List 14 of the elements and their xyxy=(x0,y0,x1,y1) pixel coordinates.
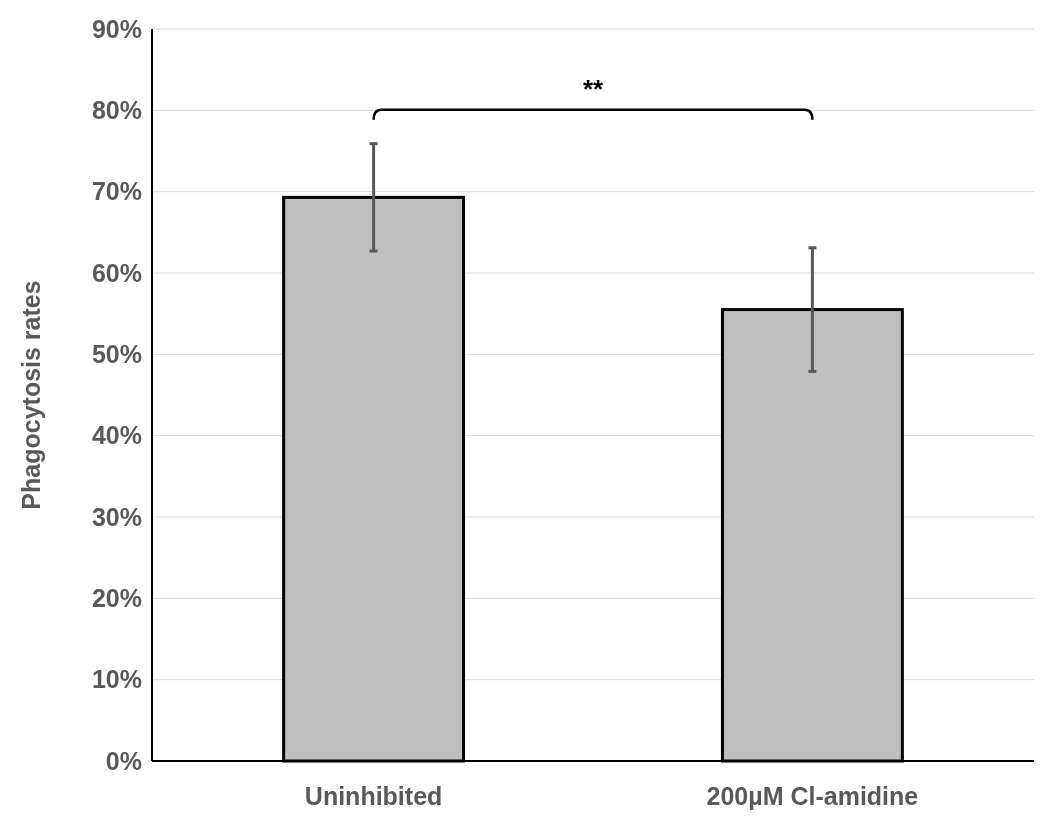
x-tick-label: 200µM Cl-amidine xyxy=(706,782,919,810)
y-tick-label: 60% xyxy=(91,258,142,287)
y-tick-label: 0% xyxy=(105,746,142,775)
y-tick-label: 40% xyxy=(91,421,142,450)
y-tick-label: 80% xyxy=(91,96,142,125)
y-axis-title: Phagocytosis rates xyxy=(16,280,45,510)
y-tick-label: 30% xyxy=(91,502,142,531)
y-tick-label: 50% xyxy=(91,340,142,369)
x-tick-label: Uninhibited xyxy=(304,782,443,810)
y-tick-label: 90% xyxy=(91,14,142,43)
y-tick-label: 70% xyxy=(91,177,142,206)
annotation: ** xyxy=(582,73,604,104)
y-tick-label: 10% xyxy=(91,665,142,694)
y-tick-label: 20% xyxy=(91,584,142,613)
